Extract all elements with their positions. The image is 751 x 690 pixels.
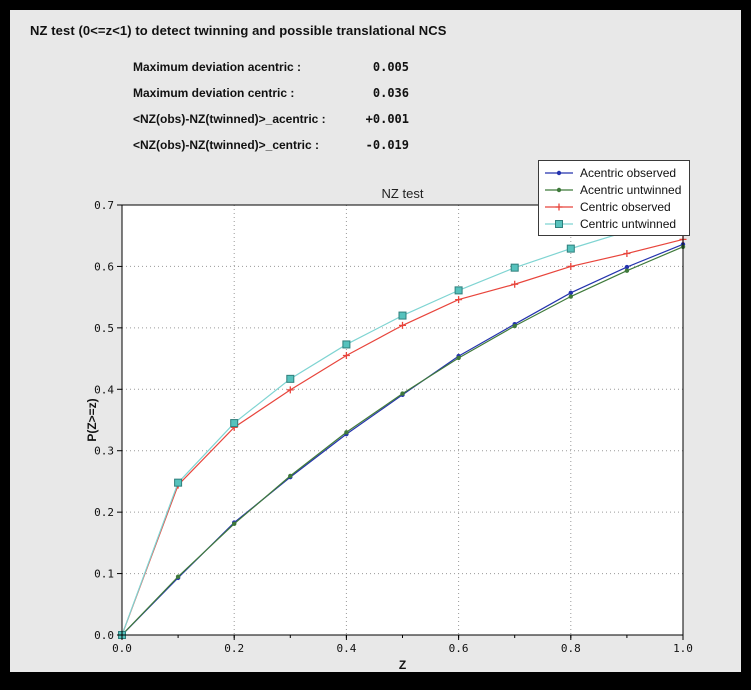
legend-line-sample — [545, 219, 573, 228]
svg-text:0.6: 0.6 — [94, 260, 114, 273]
svg-text:0.2: 0.2 — [94, 506, 114, 519]
stat-label: Maximum deviation acentric : — [133, 60, 302, 74]
svg-text:0.4: 0.4 — [94, 383, 114, 396]
nz-test-plot-canvas: 0.0 0.2 0.4 0.6 0.8 1.0 0.0 0.1 0.2 0.3 0.4 0.5 0.6 0… — [85, 186, 693, 672]
svg-text:0.2: 0.2 — [224, 642, 244, 655]
stat-row-nz-diff-centric: <NZ(obs)-NZ(twinned)>_centric : -0.019 — [133, 132, 409, 158]
plot-background — [122, 205, 683, 635]
svg-text:0.5: 0.5 — [94, 322, 114, 335]
legend-entry-acentric-observed: Acentric observed — [544, 164, 681, 181]
svg-text:0.7: 0.7 — [94, 199, 114, 212]
legend-label: Centric untwinned — [580, 216, 677, 231]
legend-label: Centric observed — [580, 199, 671, 214]
tick-labels: 0.0 0.2 0.4 0.6 0.8 1.0 0.0 0.1 0.2 0.3 0.4 0.5 0.6 0… — [94, 199, 693, 655]
y-axis-label: P(Z>=z) — [85, 398, 99, 441]
stat-row-max-dev-acentric: Maximum deviation acentric : 0.005 — [133, 54, 409, 80]
stat-value: 0.036 — [372, 86, 409, 100]
svg-text:0.1: 0.1 — [94, 568, 114, 581]
nz-test-panel: NZ test (0<=z<1) to detect twinning and … — [10, 10, 741, 672]
legend-label: Acentric untwinned — [580, 182, 682, 197]
tick-marks — [117, 204, 684, 640]
svg-text:0.6: 0.6 — [449, 642, 469, 655]
stat-label: Maximum deviation centric : — [133, 86, 295, 100]
legend-entry-acentric-untwinned: Acentric untwinned — [544, 181, 681, 198]
legend-line-sample — [545, 187, 573, 192]
x-axis-label: Z — [399, 658, 406, 672]
stats-block: Maximum deviation acentric : 0.005 Maxim… — [133, 54, 409, 158]
svg-text:0.8: 0.8 — [561, 642, 581, 655]
plot-title: NZ test — [382, 186, 424, 201]
svg-text:1.0: 1.0 — [673, 642, 693, 655]
legend-label: Acentric observed — [580, 165, 677, 180]
stat-row-nz-diff-acentric: <NZ(obs)-NZ(twinned)>_acentric : +0.001 — [133, 106, 409, 132]
stat-value: -0.019 — [365, 138, 409, 152]
page-title: NZ test (0<=z<1) to detect twinning and … — [30, 23, 447, 38]
stat-value: +0.001 — [365, 112, 409, 126]
svg-text:0.0: 0.0 — [112, 642, 132, 655]
stat-label: <NZ(obs)-NZ(twinned)>_acentric : — [133, 112, 326, 126]
legend-entry-centric-untwinned: Centric untwinned — [544, 215, 681, 232]
legend: Acentric observed Acentric untwinned Centr… — [538, 160, 691, 236]
stat-label: <NZ(obs)-NZ(twinned)>_centric : — [133, 138, 320, 152]
legend-line-sample — [545, 170, 573, 175]
svg-text:0.0: 0.0 — [94, 629, 114, 642]
legend-line-sample — [545, 203, 573, 210]
svg-text:0.3: 0.3 — [94, 445, 114, 458]
legend-entry-centric-observed: Centric observed — [544, 198, 681, 215]
stat-value: 0.005 — [372, 60, 409, 74]
stat-row-max-dev-centric: Maximum deviation centric : 0.036 — [133, 80, 409, 106]
svg-text:0.4: 0.4 — [336, 642, 356, 655]
